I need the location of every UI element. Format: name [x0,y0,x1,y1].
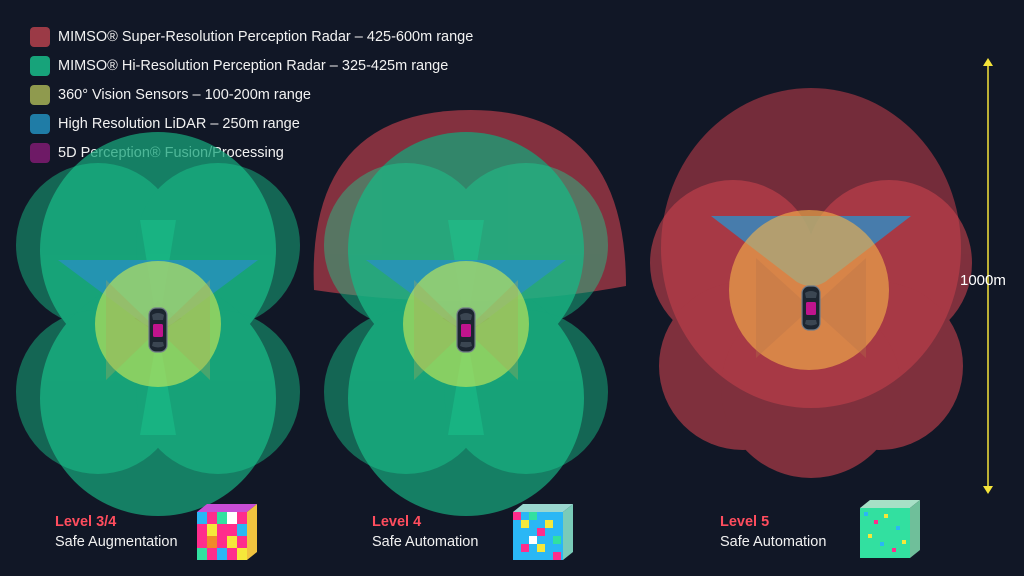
level-subtitle: Safe Augmentation [55,534,178,550]
level-4-cube-icon [513,504,573,560]
level-5-caption: Level 5 Safe Automation [720,512,826,552]
level-subtitle: Safe Automation [372,534,479,550]
level-5-cube-icon [860,500,920,558]
legend-item-vision-sensors: 360° Vision Sensors – 100-200m range [30,80,473,109]
legend-label: MIMSO® Hi-Resolution Perception Radar – … [58,57,449,74]
legend-swatch [30,142,50,163]
level-4-coverage [313,110,626,516]
legend-swatch [30,26,50,47]
legend-label: MIMSO® Super-Resolution Perception Radar… [58,28,474,45]
legend-label: 360° Vision Sensors – 100-200m range [58,86,311,103]
level-5-coverage [650,88,972,478]
level-3-4-coverage [16,132,300,516]
legend-item-super-resolution-radar: MIMSO® Super-Resolution Perception Radar… [30,22,473,51]
legend-label: High Resolution LiDAR – 250m range [58,115,300,132]
level-title: Level 4 [372,514,422,530]
level-subtitle: Safe Automation [720,534,827,550]
level-3-4-cube-icon [197,504,257,560]
legend-swatch [30,84,50,105]
legend-item-hi-resolution-radar: MIMSO® Hi-Resolution Perception Radar – … [30,51,473,80]
level-title: Level 3/4 [55,514,117,530]
level-3-4-caption: Level 3/4 Safe Augmentation [55,512,178,552]
legend-item-lidar: High Resolution LiDAR – 250m range [30,109,473,138]
legend-swatch [30,113,50,134]
scale-arrow [983,58,993,494]
legend-swatch [30,55,50,76]
level-title: Level 5 [720,514,770,530]
scale-label: 1000m [960,272,1006,289]
level-4-caption: Level 4 Safe Automation [372,512,478,552]
